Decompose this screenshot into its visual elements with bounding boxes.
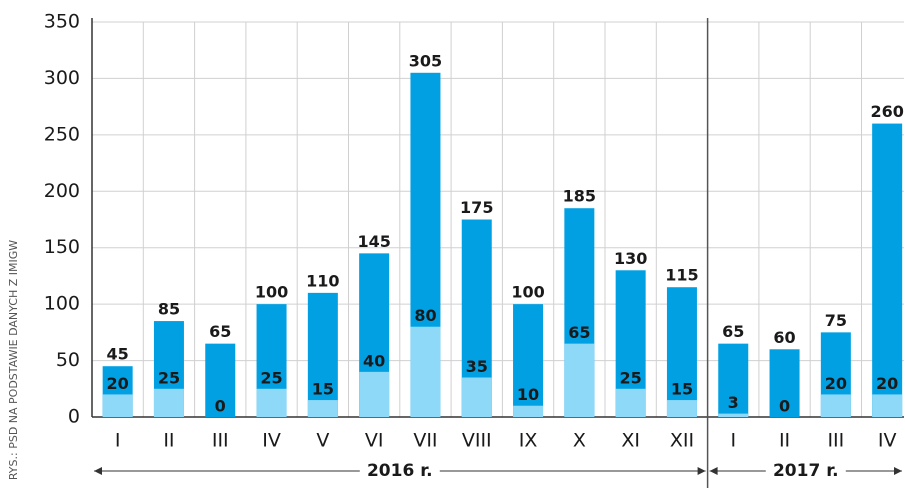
arrow-head [894,467,902,475]
x-tick-label: V [316,430,329,452]
bar [256,388,287,417]
part-label: 0 [215,397,226,416]
part-label: 10 [517,385,539,404]
bar [205,343,236,417]
bar [820,394,851,417]
bar [872,123,903,418]
part-label: 0 [779,397,790,416]
arrow-head [709,467,718,475]
bar [615,388,646,417]
y-tick-label: 0 [68,406,80,428]
part-label: 80 [414,306,436,325]
x-tick-label: IX [519,430,538,452]
part-label: 35 [466,357,488,376]
total-label: 130 [614,249,647,268]
total-label: 185 [563,187,596,206]
y-tick-label: 350 [44,11,80,33]
total-label: 305 [409,51,442,70]
part-label: 25 [260,368,282,387]
total-label: 115 [665,266,698,285]
part-label: 20 [876,374,898,393]
x-tick-label: IV [262,430,281,452]
bar [410,326,441,417]
total-label: 110 [306,271,339,290]
group-label: 2016 r. [367,461,433,481]
bar [872,394,903,417]
x-tick-label: III [827,430,844,452]
x-tick-label: VIII [462,430,492,452]
part-label: 15 [671,380,693,399]
bar [359,371,390,417]
y-tick-label: 100 [44,293,80,315]
x-tick-label: III [212,430,229,452]
total-label: 75 [825,311,847,330]
bar [513,405,544,417]
total-label: 65 [722,322,744,341]
total-label: 100 [511,283,544,302]
y-tick-label: 250 [44,123,80,145]
x-tick-label: VI [365,430,384,452]
bar [564,343,595,417]
group-label: 2017 r. [773,461,839,481]
arrow-head [94,467,102,475]
total-label: 85 [158,300,180,319]
y-tick-label: 150 [44,236,80,258]
total-label: 145 [357,232,390,251]
y-tick-label: 50 [56,349,80,371]
part-label: 3 [728,393,739,412]
total-label: 100 [255,283,288,302]
bar [718,413,749,417]
bar [513,304,544,417]
credit: RYS.: PSD NA PODSTAWIE DANYCH Z IMIGW [7,240,20,480]
part-label: 25 [158,368,180,387]
part-label: 25 [620,368,642,387]
bar [769,349,800,417]
bar [307,400,338,417]
total-label: 45 [107,345,129,364]
part-label: 40 [363,351,385,370]
part-label: 65 [568,323,590,342]
bar [307,292,338,417]
bar [666,287,697,417]
x-tick-label: VII [413,430,437,452]
bar [153,388,184,417]
total-label: 260 [870,102,903,121]
bar [666,400,697,417]
total-label: 175 [460,198,493,217]
x-tick-label: IV [878,430,897,452]
arrow-head [697,467,706,475]
x-tick-label: I [730,430,736,452]
total-label: 65 [209,322,231,341]
x-tick-label: I [115,430,121,452]
x-tick-label: II [779,430,790,452]
bar [718,343,749,417]
y-tick-label: 300 [44,67,80,89]
part-label: 20 [107,374,129,393]
total-label: 60 [773,328,795,347]
bar [102,394,133,417]
y-tick-label: 200 [44,180,80,202]
x-tick-label: X [573,430,586,452]
x-tick-label: XI [621,430,640,452]
x-tick-label: II [163,430,174,452]
bar [461,377,492,417]
part-label: 15 [312,380,334,399]
x-tick-label: XII [670,430,694,452]
part-label: 20 [825,374,847,393]
